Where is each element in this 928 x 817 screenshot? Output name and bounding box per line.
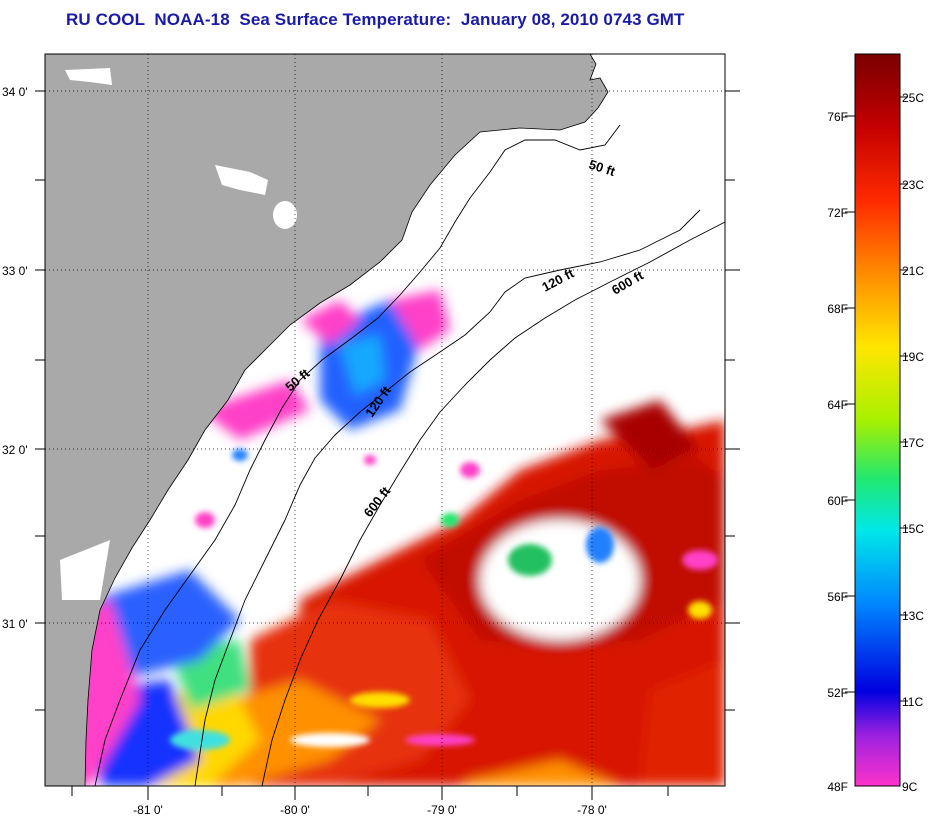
lon-label: -79 0' (427, 803, 457, 817)
colorbar: 76F 72F 68F 64F 60F 56F 52F 48F 25C 23C … (827, 53, 924, 794)
colorbar-c-label: 25C (902, 91, 924, 105)
contour-600ft (261, 221, 725, 786)
colorbar-c-label: 21C (902, 264, 924, 278)
colorbar-c-label: 17C (902, 436, 924, 450)
land-no-data (273, 201, 297, 229)
land-no-data (60, 540, 110, 600)
colorbar-f-label: 72F (827, 206, 848, 220)
contour-50ft (94, 124, 621, 786)
colorbar-f-label: 64F (827, 398, 848, 412)
lon-label: -81 0' (133, 803, 163, 817)
map-area: 50 ft 120 ft 600 ft 50 ft 120 ft 600 ft (45, 54, 725, 786)
colorbar-gradient (854, 53, 901, 787)
colorbar-f-label: 56F (827, 590, 848, 604)
latitude-labels: 34 0' 33 0' 32 0' 31 0' (2, 85, 28, 631)
sst-field (55, 290, 725, 786)
colorbar-f-label: 52F (827, 686, 848, 700)
lat-label: 31 0' (2, 617, 28, 631)
fahrenheit-labels: 76F 72F 68F 64F 60F 56F 52F 48F (827, 110, 848, 794)
colorbar-c-label: 19C (902, 350, 924, 364)
lon-label: -80 0' (280, 803, 310, 817)
celsius-labels: 25C 23C 21C 19C 17C 15C 13C 11C 9C (902, 91, 924, 794)
colorbar-c-label: 9C (902, 780, 918, 794)
axis-ticks (35, 90, 740, 800)
map-title: RU COOL NOAA-18 Sea Surface Temperature:… (66, 10, 685, 29)
lon-label: -78 0' (577, 803, 607, 817)
colorbar-f-label: 60F (827, 494, 848, 508)
lat-label: 34 0' (2, 85, 28, 99)
colorbar-c-label: 13C (902, 609, 924, 623)
map-frame (44, 53, 726, 787)
contour-120ft (194, 209, 701, 786)
colorbar-c-label: 15C (902, 522, 924, 536)
colorbar-c-label: 11C (902, 695, 923, 709)
bathymetry-contours (94, 124, 725, 786)
graticule (45, 54, 725, 786)
land-no-data (215, 165, 268, 195)
colorbar-f-label: 48F (827, 780, 848, 794)
land-no-data (65, 68, 112, 85)
lat-label: 33 0' (2, 264, 28, 278)
colorbar-c-label: 23C (902, 178, 924, 192)
colorbar-f-label: 76F (827, 110, 848, 124)
lat-label: 32 0' (2, 443, 28, 457)
longitude-labels: -81 0' -80 0' -79 0' -78 0' (133, 803, 607, 817)
colorbar-f-label: 68F (827, 302, 848, 316)
